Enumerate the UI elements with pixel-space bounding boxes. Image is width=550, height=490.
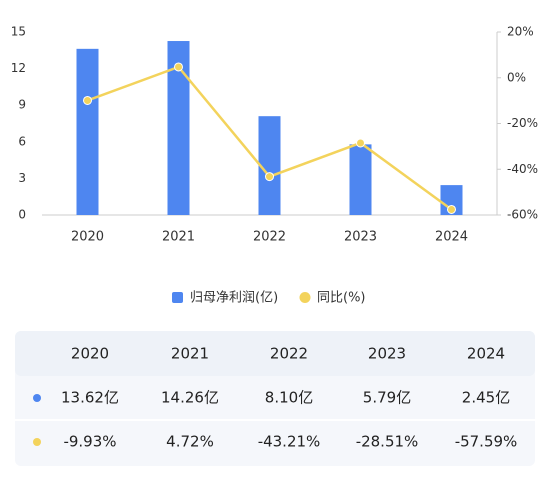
bar — [76, 48, 99, 215]
table-header: 2023 — [368, 345, 406, 363]
table-cell: 4.72% — [166, 433, 214, 451]
legend-marker — [299, 292, 311, 303]
table-cell: 2.45亿 — [462, 389, 510, 407]
y2-tick-label: 0% — [507, 70, 526, 84]
y-tick-label: 12 — [11, 61, 26, 75]
y-tick-label: 3 — [18, 171, 26, 185]
table-header: 2022 — [270, 345, 308, 363]
table-cell: 13.62亿 — [61, 389, 119, 407]
line-point — [83, 95, 92, 105]
table-header: 2020 — [71, 345, 109, 363]
table-cell: -57.59% — [455, 433, 518, 451]
bar — [349, 144, 372, 215]
table-cell: -9.93% — [63, 433, 116, 451]
x-tick-label: 2020 — [71, 230, 104, 245]
x-tick-label: 2023 — [344, 230, 377, 245]
table-header: 2024 — [467, 345, 505, 363]
y-tick-label: 6 — [18, 134, 26, 148]
table-cell: -43.21% — [258, 433, 321, 451]
row-dot — [33, 438, 41, 446]
line-point — [356, 138, 365, 148]
x-tick-label: 2021 — [162, 230, 195, 245]
legend-label: 归母净利润(亿) — [190, 291, 278, 306]
y2-tick-label: -40% — [507, 162, 538, 176]
line-point — [265, 172, 274, 182]
line-point — [447, 204, 456, 214]
table-cell: 14.26亿 — [161, 389, 219, 407]
legend-marker — [172, 292, 183, 303]
y2-tick-label: -60% — [507, 208, 538, 222]
y-tick-label: 0 — [18, 208, 26, 222]
table-cell: 5.79亿 — [363, 389, 411, 407]
table-header-bg — [15, 331, 535, 376]
bar — [440, 185, 463, 215]
legend-label: 同比(%) — [317, 291, 366, 306]
table-cell: 8.10亿 — [265, 389, 313, 407]
row-dot — [33, 394, 41, 402]
y-tick-label: 9 — [18, 98, 26, 112]
x-tick-label: 2024 — [435, 230, 468, 245]
bar — [167, 41, 190, 215]
table-cell: -28.51% — [356, 433, 419, 451]
table-header: 2021 — [171, 345, 209, 363]
y2-tick-label: 20% — [507, 25, 534, 39]
x-tick-label: 2022 — [253, 230, 286, 245]
bar — [258, 116, 281, 215]
y-tick-label: 15 — [11, 25, 26, 39]
line-point — [174, 62, 183, 72]
y2-tick-label: -20% — [507, 116, 538, 130]
